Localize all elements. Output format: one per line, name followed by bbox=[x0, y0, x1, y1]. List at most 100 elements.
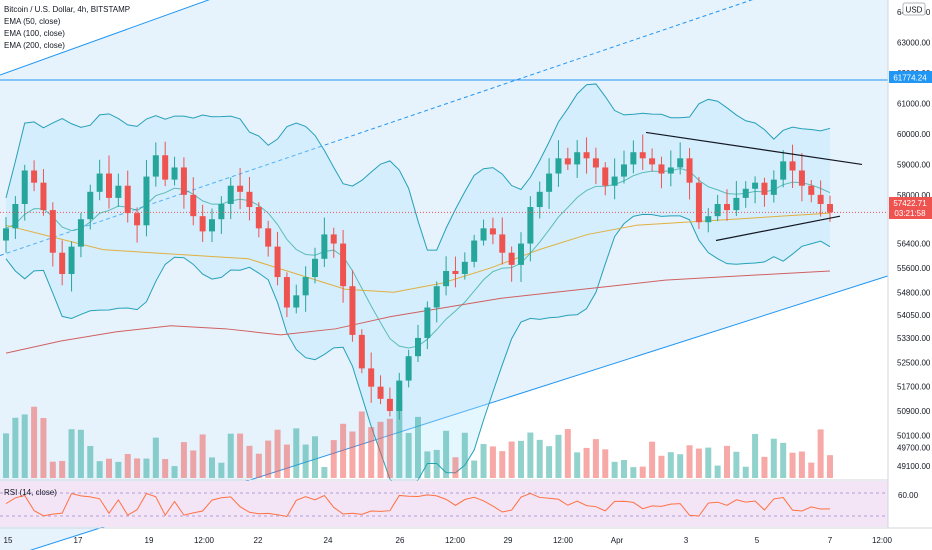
candle-body bbox=[686, 158, 693, 183]
volume-bar bbox=[152, 437, 159, 478]
candle-body bbox=[302, 277, 309, 296]
candle-body bbox=[312, 258, 318, 278]
price-tick-label: 53300.00 bbox=[897, 334, 931, 343]
volume-bar bbox=[302, 444, 309, 478]
time-tick-label: 12:00 bbox=[872, 536, 893, 545]
candle-body bbox=[49, 210, 56, 253]
time-tick-label: 12:00 bbox=[445, 536, 466, 545]
volume-bar bbox=[499, 451, 506, 478]
volume-bar bbox=[705, 447, 712, 478]
volume-bar bbox=[658, 455, 665, 478]
candle-body bbox=[87, 191, 94, 220]
volume-bar bbox=[377, 421, 384, 478]
candle-body bbox=[733, 197, 740, 211]
candle-body bbox=[340, 243, 347, 287]
candle-body bbox=[162, 155, 169, 180]
candle-body bbox=[77, 219, 84, 247]
pattern-upper-trendline bbox=[645, 131, 863, 166]
candle-body bbox=[527, 207, 534, 244]
candle-body bbox=[695, 182, 702, 223]
price-tick-label: 49100.00 bbox=[897, 462, 931, 471]
candle-body bbox=[724, 203, 730, 211]
candle-body bbox=[274, 246, 281, 278]
candle-body bbox=[134, 213, 141, 226]
candle-body bbox=[592, 158, 599, 168]
volume-bar bbox=[770, 438, 777, 478]
volume-bar bbox=[761, 456, 768, 478]
volume-bar bbox=[237, 433, 244, 478]
time-tick-label: 12:00 bbox=[194, 536, 215, 545]
price-tick-label: 50100.00 bbox=[897, 431, 931, 440]
candle-body bbox=[667, 167, 674, 174]
time-tick-label: 24 bbox=[324, 536, 333, 545]
volume-bar bbox=[415, 416, 421, 478]
level-price-label: 61774.24 bbox=[893, 74, 927, 83]
candle-body bbox=[124, 185, 131, 214]
indicator-ema-100[interactable]: EMA (100, close) bbox=[4, 29, 65, 38]
volume-bar bbox=[40, 418, 47, 478]
volume-bar bbox=[330, 440, 337, 478]
volume-bar bbox=[59, 460, 66, 478]
volume-bar bbox=[227, 433, 234, 478]
indicator-ema-50[interactable]: EMA (50, close) bbox=[4, 17, 61, 26]
chart-title: Bitcoin / U.S. Dollar, 4h, BITSTAMP bbox=[4, 5, 130, 14]
volume-bar bbox=[143, 458, 150, 478]
time-tick-label: 5 bbox=[755, 536, 760, 545]
volume-bar bbox=[817, 429, 824, 478]
candle-body bbox=[143, 176, 150, 226]
candle-body bbox=[377, 386, 384, 399]
candle-body bbox=[152, 155, 159, 177]
volume-bar bbox=[87, 445, 94, 478]
candle-body bbox=[218, 203, 225, 220]
candle-body bbox=[368, 368, 375, 387]
time-tick-label: 17 bbox=[74, 536, 83, 545]
volume-bar bbox=[3, 433, 9, 478]
candle-body bbox=[630, 152, 637, 165]
price-tick-label: 52500.00 bbox=[897, 358, 931, 367]
candle-body bbox=[508, 252, 515, 265]
volume-bar bbox=[21, 414, 28, 478]
volume-bar bbox=[368, 427, 375, 478]
volume-bar bbox=[489, 446, 496, 478]
volume-bar bbox=[555, 434, 562, 478]
candle-body bbox=[536, 191, 543, 208]
candle-body bbox=[21, 170, 28, 204]
candle-body bbox=[358, 334, 365, 369]
channel-upper-line bbox=[0, 0, 210, 76]
candle-body bbox=[827, 203, 833, 213]
candle-body bbox=[68, 246, 75, 275]
indicator-ema-200[interactable]: EMA (200, close) bbox=[4, 41, 65, 50]
volume-bar bbox=[461, 432, 468, 478]
currency-badge[interactable] bbox=[902, 2, 926, 16]
volume-bar bbox=[789, 452, 796, 478]
price-tick-label: 49700.00 bbox=[897, 444, 931, 453]
candle-body bbox=[808, 185, 815, 195]
candle-body bbox=[761, 182, 768, 195]
price-tick-label: 56400.00 bbox=[897, 240, 931, 249]
volume-bar bbox=[686, 445, 693, 478]
volume-bar bbox=[49, 461, 56, 478]
candle-body bbox=[199, 216, 206, 232]
volume-bar bbox=[471, 460, 478, 478]
rsi-indicator-label[interactable]: RSI (14, close) bbox=[4, 488, 57, 497]
rsi-pane[interactable] bbox=[0, 481, 888, 527]
rsi-tick: 60.00 bbox=[898, 491, 919, 500]
volume-bar bbox=[798, 451, 805, 478]
price-tick-label: 63000.00 bbox=[897, 39, 931, 48]
volume-bar bbox=[396, 401, 403, 478]
volume-bar bbox=[134, 458, 141, 478]
time-tick-label: 3 bbox=[684, 536, 689, 545]
time-tick-label: 7 bbox=[828, 536, 833, 545]
candle-body bbox=[471, 240, 478, 262]
volume-bar bbox=[124, 453, 131, 478]
candle-body bbox=[602, 167, 609, 186]
volume-bar bbox=[695, 448, 702, 478]
candle-body bbox=[265, 228, 272, 247]
price-scale[interactable] bbox=[888, 0, 932, 528]
ema-100-line bbox=[5, 212, 831, 293]
pattern-lower-trendline bbox=[715, 215, 841, 242]
candle-body bbox=[443, 270, 450, 287]
volume-bar bbox=[733, 451, 740, 478]
